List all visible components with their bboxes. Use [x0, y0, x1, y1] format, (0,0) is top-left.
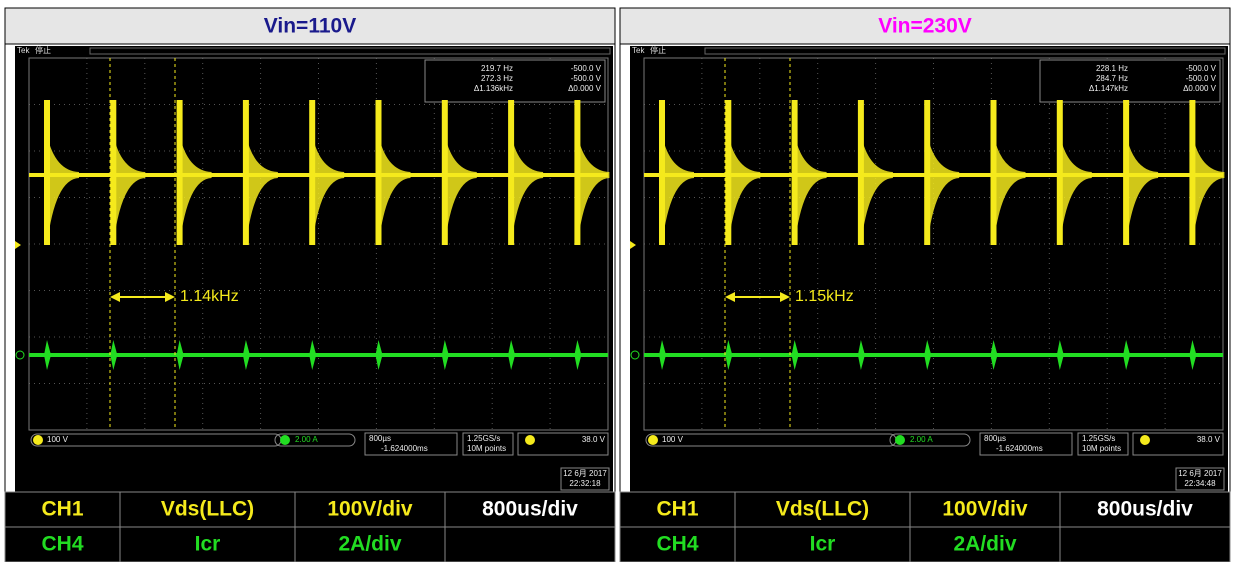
- trigger-level: 38.0 V: [582, 435, 606, 444]
- record-length: 10M points: [1082, 444, 1121, 453]
- cursor-volts: -500.0 V: [1186, 74, 1217, 83]
- sample-rate: 1.25GS/s: [1082, 434, 1115, 443]
- annotation: 1.15kHz: [795, 288, 854, 305]
- panel-title: Vin=230V: [878, 15, 972, 38]
- panel-title: Vin=110V: [264, 15, 356, 38]
- table-cell: CH4: [41, 533, 83, 556]
- trig-badge: [1140, 435, 1150, 445]
- table-cell: Icr: [195, 533, 221, 556]
- table-cell: CH1: [41, 498, 83, 521]
- trigger-pos: -1.624000ms: [996, 444, 1043, 453]
- cursor-volts: Δ0.000 V: [568, 84, 602, 93]
- scope-brand: Tek: [632, 46, 645, 55]
- annotation: 1.14kHz: [180, 288, 239, 305]
- timebase: 800µs: [984, 434, 1006, 443]
- ch4-badge: [280, 435, 290, 445]
- sample-rate: 1.25GS/s: [467, 434, 500, 443]
- trigger-pos: -1.624000ms: [381, 444, 428, 453]
- scope-brand: Tek: [17, 46, 30, 55]
- cursor-freq: Δ1.136kHz: [474, 84, 513, 93]
- table-cell: Vds(LLC): [776, 498, 869, 521]
- table-cell: 2A/div: [953, 533, 1016, 556]
- table-row: [5, 527, 615, 562]
- table-row: [620, 527, 1230, 562]
- table-cell: 800us/div: [482, 498, 578, 521]
- cursor-volts: -500.0 V: [571, 74, 602, 83]
- cursor-freq: 219.7 Hz: [481, 64, 513, 73]
- cursor-freq: Δ1.147kHz: [1089, 84, 1128, 93]
- table-cell: Icr: [810, 533, 836, 556]
- ch1-badge: [648, 435, 658, 445]
- ch4-scale: 2.00 A: [295, 435, 318, 444]
- table-cell: CH4: [656, 533, 698, 556]
- trig-badge: [525, 435, 535, 445]
- table-cell: Vds(LLC): [161, 498, 254, 521]
- cursor-freq: 284.7 Hz: [1096, 74, 1128, 83]
- cursor-volts: Δ0.000 V: [1183, 84, 1217, 93]
- table-cell: 800us/div: [1097, 498, 1193, 521]
- table-cell: 100V/div: [327, 498, 413, 521]
- ch1-scale: 100 V: [662, 435, 684, 444]
- date: 12 6月 2017: [1178, 469, 1222, 478]
- time: 22:32:18: [569, 479, 601, 488]
- timebase: 800µs: [369, 434, 391, 443]
- ch1-badge: [33, 435, 43, 445]
- table-cell: 100V/div: [942, 498, 1028, 521]
- ch4-badge: [895, 435, 905, 445]
- cursor-freq: 272.3 Hz: [481, 74, 513, 83]
- table-cell: 2A/div: [338, 533, 401, 556]
- scope-status: 停止: [35, 45, 51, 55]
- date: 12 6月 2017: [563, 469, 607, 478]
- record-length: 10M points: [467, 444, 506, 453]
- cursor-volts: -500.0 V: [1186, 64, 1217, 73]
- trigger-level: 38.0 V: [1197, 435, 1221, 444]
- cursor-freq: 228.1 Hz: [1096, 64, 1128, 73]
- page: Vin=110V Tek 停止 219.7 Hz -500.0 V 272.3 Hz -50…: [0, 0, 1235, 562]
- scope-status: 停止: [650, 45, 666, 55]
- table-cell: CH1: [656, 498, 698, 521]
- ch1-scale: 100 V: [47, 435, 69, 444]
- ch4-scale: 2.00 A: [910, 435, 933, 444]
- cursor-volts: -500.0 V: [571, 64, 602, 73]
- time: 22:34:48: [1184, 479, 1216, 488]
